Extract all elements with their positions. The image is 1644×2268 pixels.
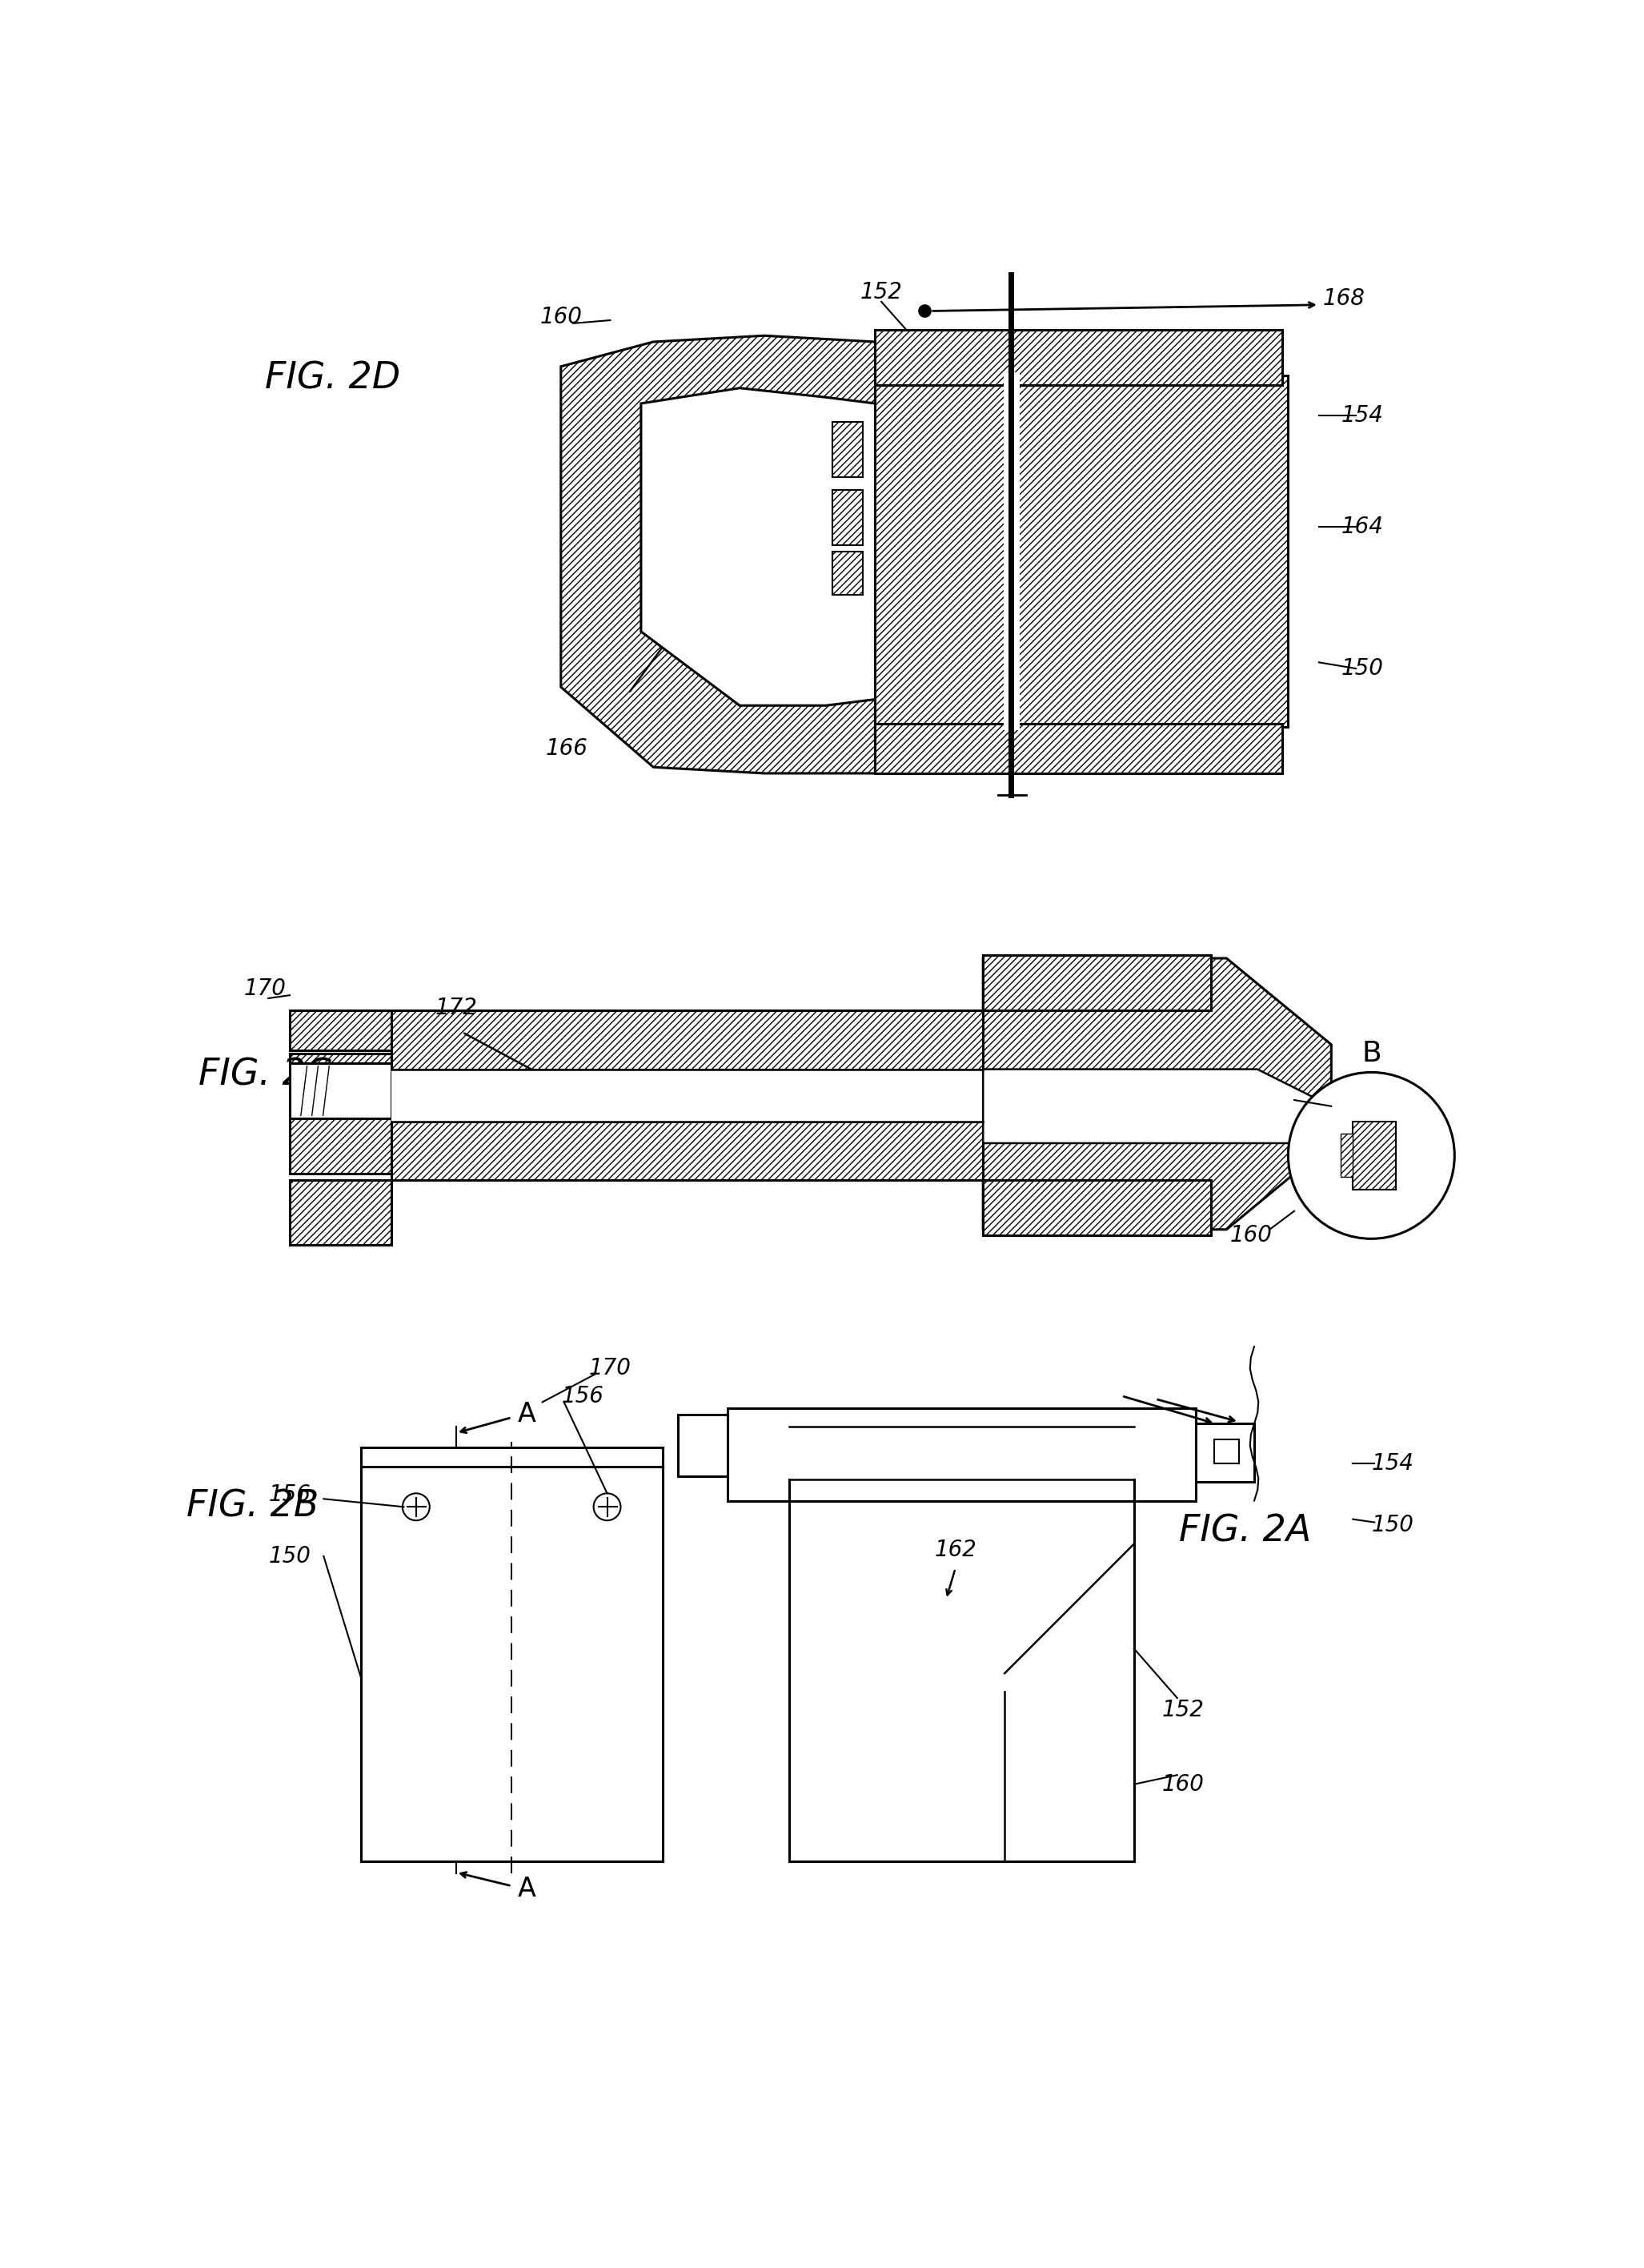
Bar bbox=[360, 1447, 663, 1467]
Bar bbox=[1340, 1134, 1353, 1177]
Text: 170: 170 bbox=[243, 978, 286, 1000]
Text: 150: 150 bbox=[1371, 1515, 1414, 1538]
Circle shape bbox=[1289, 1073, 1455, 1238]
Bar bbox=[832, 551, 863, 594]
Text: 154: 154 bbox=[1360, 1163, 1402, 1186]
Text: 152: 152 bbox=[1248, 1082, 1291, 1105]
Bar bbox=[391, 1068, 983, 1123]
Bar bbox=[1003, 372, 1019, 730]
Text: 152: 152 bbox=[1162, 1699, 1205, 1721]
Polygon shape bbox=[983, 959, 1332, 1229]
Bar bbox=[360, 1467, 663, 1862]
Text: 172: 172 bbox=[436, 996, 477, 1018]
Text: 160: 160 bbox=[1230, 1225, 1272, 1247]
Circle shape bbox=[593, 1492, 621, 1520]
Text: A: A bbox=[518, 1402, 536, 1427]
Bar bbox=[983, 955, 1212, 1012]
Polygon shape bbox=[641, 388, 875, 705]
Bar bbox=[1353, 1123, 1396, 1188]
Text: 166: 166 bbox=[546, 737, 589, 760]
Bar bbox=[875, 723, 1282, 773]
Bar bbox=[845, 376, 1289, 728]
Polygon shape bbox=[983, 1068, 1332, 1143]
Text: 156: 156 bbox=[561, 1386, 603, 1406]
Bar bbox=[875, 329, 1282, 386]
Text: FIG. 2B: FIG. 2B bbox=[186, 1488, 319, 1524]
Bar bbox=[983, 1179, 1212, 1236]
Bar bbox=[1195, 1424, 1254, 1483]
Text: 164: 164 bbox=[1342, 515, 1383, 538]
Text: 168: 168 bbox=[1322, 288, 1365, 311]
Text: FIG. 2A: FIG. 2A bbox=[1179, 1513, 1312, 1549]
Text: 154: 154 bbox=[1342, 404, 1383, 426]
Bar bbox=[289, 1179, 391, 1245]
Text: 160: 160 bbox=[1162, 1774, 1205, 1796]
Text: 152: 152 bbox=[860, 281, 903, 304]
Polygon shape bbox=[561, 336, 875, 773]
Bar bbox=[289, 1064, 391, 1118]
Text: FIG. 2D: FIG. 2D bbox=[265, 361, 401, 397]
Text: 150: 150 bbox=[268, 1545, 311, 1567]
Bar bbox=[289, 1012, 391, 1050]
Bar bbox=[832, 490, 863, 544]
Bar bbox=[677, 1415, 727, 1476]
Text: 160: 160 bbox=[539, 306, 582, 329]
Text: A: A bbox=[518, 1876, 536, 1903]
Text: 156: 156 bbox=[268, 1483, 311, 1506]
Text: B: B bbox=[1361, 1041, 1381, 1068]
Bar bbox=[727, 1408, 1195, 1501]
Text: 170: 170 bbox=[589, 1356, 631, 1379]
Bar bbox=[289, 1055, 391, 1175]
Text: 162: 162 bbox=[934, 1538, 977, 1560]
Bar bbox=[391, 1123, 983, 1179]
Bar bbox=[832, 422, 863, 479]
Text: FIG. 2C: FIG. 2C bbox=[199, 1057, 332, 1093]
Circle shape bbox=[403, 1492, 429, 1520]
Text: 150: 150 bbox=[1342, 658, 1383, 680]
Bar bbox=[1215, 1440, 1240, 1463]
Text: 154: 154 bbox=[1371, 1452, 1414, 1474]
Bar bbox=[391, 1012, 983, 1068]
